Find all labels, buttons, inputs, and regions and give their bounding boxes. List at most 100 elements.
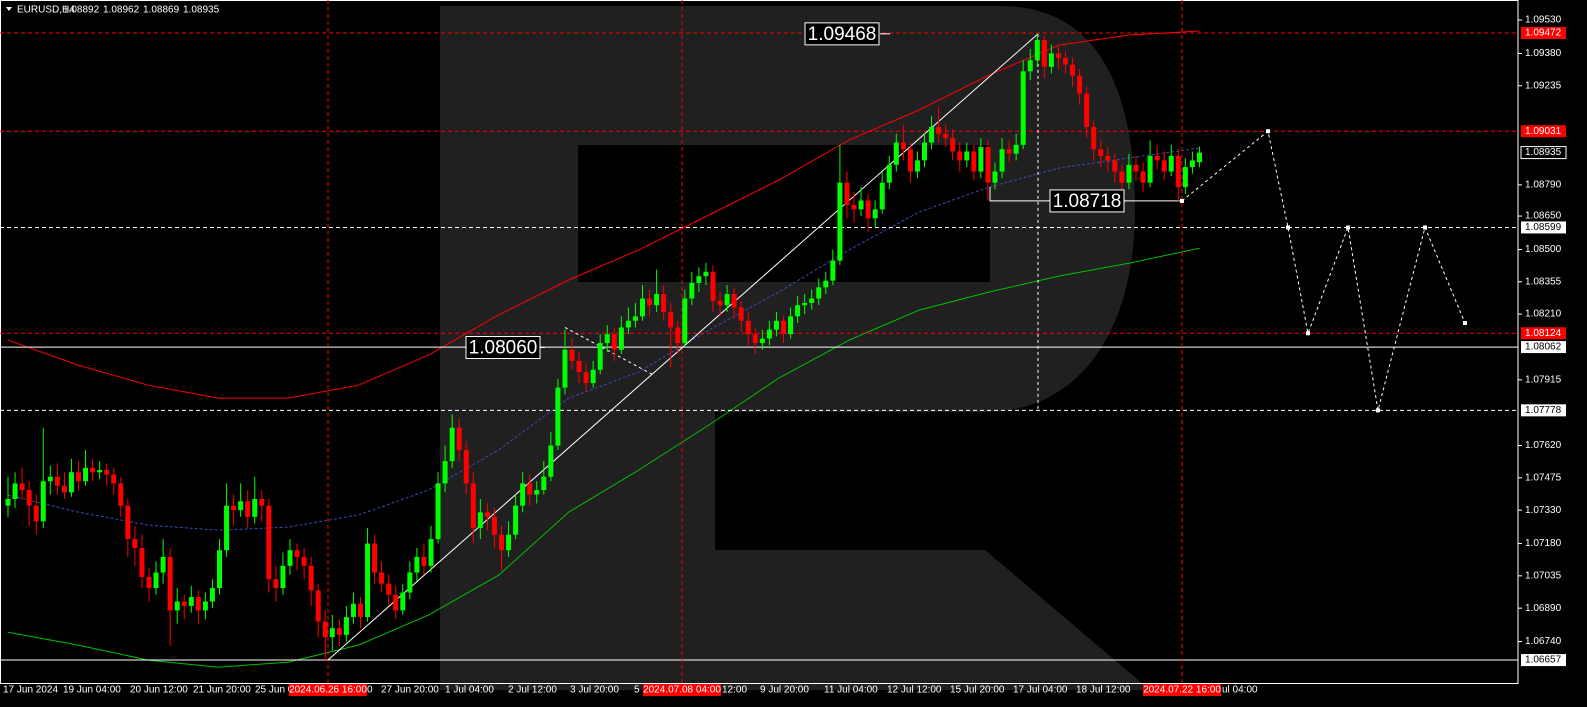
- candle-body: [414, 556, 420, 573]
- time-marker-box: [643, 684, 721, 696]
- candle-body: [569, 349, 575, 361]
- x-tick-label: ul 04:00: [1222, 685, 1258, 696]
- candle-body: [287, 550, 293, 566]
- candle-body: [188, 597, 194, 606]
- candle-body: [950, 138, 956, 152]
- candle-body: [365, 543, 371, 618]
- candle-body: [238, 501, 244, 511]
- forecast-point: [1180, 198, 1184, 203]
- level-label: 1.06657: [1525, 655, 1562, 666]
- candle-body: [929, 126, 935, 143]
- candle-body: [506, 534, 512, 551]
- annotation-label: 1.08718: [1053, 191, 1122, 212]
- candle-body: [202, 601, 208, 611]
- candle-body: [470, 483, 476, 528]
- candle-body: [1126, 164, 1132, 183]
- candle-body: [548, 445, 554, 477]
- candle-body: [301, 556, 307, 566]
- candle-body: [1182, 167, 1188, 188]
- candle-body: [1098, 149, 1104, 156]
- candle-body: [1055, 53, 1061, 58]
- candle-body: [625, 320, 631, 328]
- forecast-point: [1463, 321, 1467, 326]
- candle-body: [851, 204, 857, 210]
- y-tick-label: 1.07330: [1525, 505, 1562, 516]
- candle-body: [752, 334, 758, 344]
- candle-body: [1133, 164, 1139, 172]
- forecast-point: [1286, 225, 1290, 230]
- candle-body: [520, 483, 526, 506]
- header-open: 1.08892: [63, 5, 100, 16]
- level-label: 1.08935: [1525, 147, 1562, 158]
- candle-body: [1140, 171, 1146, 183]
- candle-body: [1112, 160, 1118, 172]
- x-tick-label: 12 Jul 12:00: [887, 685, 942, 696]
- candle-body: [160, 556, 166, 573]
- y-tick-label: 1.09235: [1525, 80, 1562, 91]
- candle-body: [1168, 155, 1174, 172]
- candle-body: [795, 305, 801, 317]
- candle-body: [985, 147, 991, 183]
- candle-body: [146, 576, 152, 589]
- candle-body: [97, 470, 103, 473]
- x-tick-label: 15 Jul 20:00: [950, 685, 1005, 696]
- candle-body: [618, 327, 624, 350]
- candle-body: [1154, 155, 1160, 161]
- x-tick-label: 27 Jun 20:00: [381, 685, 439, 696]
- header-close: 1.08935: [183, 5, 220, 16]
- candle-body: [308, 565, 314, 591]
- candle-body: [61, 485, 67, 493]
- candle-body: [802, 302, 808, 306]
- candle-body: [583, 372, 589, 384]
- time-marker-label: 2024.06.26 16:00: [289, 685, 367, 696]
- candle-body: [900, 142, 906, 150]
- annotation-label: 1.08060: [469, 338, 538, 359]
- candle-body: [231, 505, 237, 511]
- candle-body: [675, 327, 681, 344]
- candle-body: [1048, 53, 1054, 67]
- candle-body: [823, 280, 829, 288]
- candle-body: [421, 556, 427, 566]
- indicator-line: [7, 247, 1200, 668]
- candle-body: [33, 505, 39, 522]
- candle-body: [1084, 93, 1090, 127]
- candle-body: [350, 603, 356, 618]
- candle-body: [245, 501, 251, 517]
- level-label-box: [1521, 125, 1566, 138]
- candle-body: [886, 164, 892, 183]
- forecast-point: [1376, 408, 1380, 413]
- candle-body: [379, 572, 385, 584]
- candle-body: [837, 182, 843, 261]
- candle-body: [1189, 160, 1195, 168]
- candle-body: [456, 427, 462, 450]
- candle-body: [329, 628, 335, 638]
- candle-body: [717, 300, 723, 306]
- y-tick-label: 1.07180: [1525, 538, 1562, 549]
- candle-body: [358, 603, 363, 618]
- menu-arrow: [6, 7, 12, 11]
- x-tick-label: 1 Jul 04:00: [445, 685, 494, 696]
- candle-body: [907, 149, 913, 172]
- candle-body: [738, 307, 744, 321]
- candle-body: [1013, 144, 1019, 154]
- candle-body: [914, 160, 920, 172]
- candle-body: [576, 360, 582, 373]
- candle-body: [336, 628, 342, 635]
- candle-body: [1063, 57, 1068, 65]
- candle-body: [266, 505, 272, 580]
- candle-body: [174, 601, 180, 611]
- level-label-box: [1521, 221, 1566, 234]
- candle-body: [816, 287, 822, 299]
- y-tick-label: 1.08790: [1525, 180, 1562, 191]
- level-label-box: [1521, 654, 1566, 667]
- candle-body: [1077, 75, 1083, 94]
- candle-body: [766, 329, 772, 339]
- forecast-point: [1346, 225, 1350, 230]
- candle-body: [957, 151, 963, 161]
- candle-body: [682, 298, 688, 344]
- level-label: 1.09472: [1525, 28, 1562, 39]
- candle-body: [893, 142, 899, 165]
- header-low: 1.08869: [143, 5, 180, 16]
- y-tick-label: 1.07620: [1525, 440, 1562, 451]
